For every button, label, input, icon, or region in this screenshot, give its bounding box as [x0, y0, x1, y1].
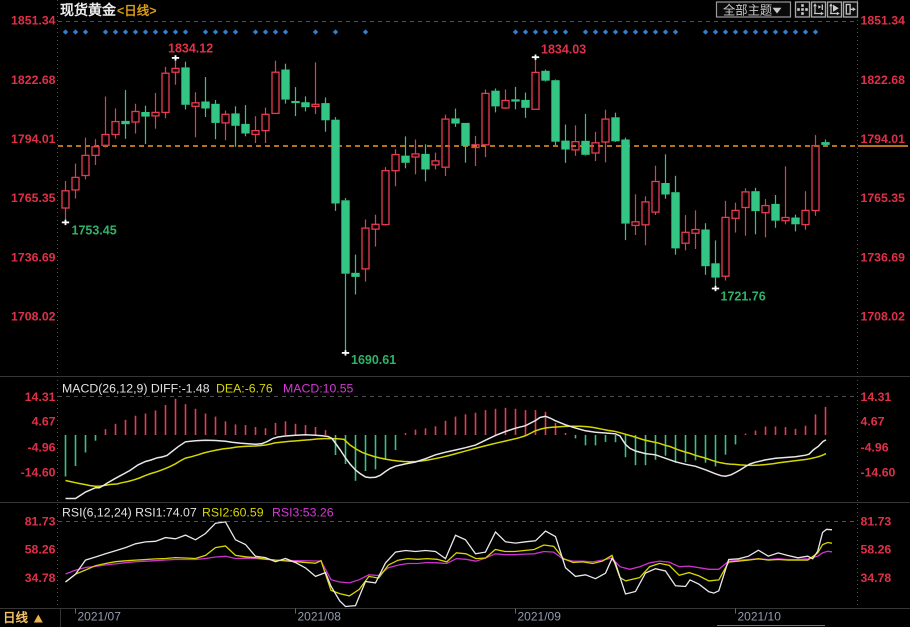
- svg-text:1753.45: 1753.45: [72, 224, 117, 238]
- svg-text:14.31: 14.31: [25, 390, 56, 404]
- svg-text:1690.61: 1690.61: [351, 353, 396, 367]
- svg-text:1708.02: 1708.02: [11, 310, 56, 324]
- svg-text:1708.02: 1708.02: [861, 310, 906, 324]
- svg-text:-14.60: -14.60: [861, 466, 896, 480]
- svg-text:4.67: 4.67: [861, 414, 885, 428]
- svg-text:1822.68: 1822.68: [861, 73, 906, 87]
- svg-text:RSI2:60.59: RSI2:60.59: [202, 506, 264, 520]
- svg-text:1851.34: 1851.34: [861, 14, 906, 28]
- svg-text:81.73: 81.73: [25, 514, 56, 528]
- svg-text:1834.03: 1834.03: [541, 43, 586, 57]
- svg-text:1736.69: 1736.69: [861, 250, 906, 264]
- svg-text:81.73: 81.73: [861, 514, 892, 528]
- svg-text:1765.35: 1765.35: [861, 191, 906, 205]
- svg-text:日线: 日线: [3, 610, 29, 625]
- svg-text:RSI3:53.26: RSI3:53.26: [272, 506, 334, 520]
- svg-text:2021/07: 2021/07: [78, 610, 122, 624]
- svg-text:14.31: 14.31: [861, 390, 892, 404]
- svg-text:DEA:-6.76: DEA:-6.76: [216, 381, 273, 395]
- svg-text:MACD:10.55: MACD:10.55: [283, 381, 354, 395]
- svg-text:1736.69: 1736.69: [11, 250, 56, 264]
- svg-text:58.26: 58.26: [861, 543, 892, 557]
- svg-text:1794.01: 1794.01: [11, 132, 56, 146]
- svg-text:1851.34: 1851.34: [11, 14, 56, 28]
- svg-text:现货黄金: 现货黄金: [60, 2, 117, 18]
- svg-text:34.78: 34.78: [861, 571, 892, 585]
- svg-text:<日线>: <日线>: [117, 3, 157, 18]
- svg-text:-4.96: -4.96: [27, 441, 55, 455]
- svg-text:2021/08: 2021/08: [298, 610, 342, 624]
- svg-text:2021/10: 2021/10: [738, 610, 782, 624]
- svg-text:1794.01: 1794.01: [861, 132, 906, 146]
- svg-text:1834.12: 1834.12: [168, 42, 213, 56]
- svg-text:MACD(26,12,9) DIFF:-1.48: MACD(26,12,9) DIFF:-1.48: [62, 381, 210, 395]
- svg-text:58.26: 58.26: [25, 543, 56, 557]
- svg-text:-14.60: -14.60: [21, 466, 56, 480]
- svg-text:1765.35: 1765.35: [11, 191, 56, 205]
- svg-text:RSI(6,12,24) RSI1:74.07: RSI(6,12,24) RSI1:74.07: [62, 506, 197, 520]
- svg-text:1721.76: 1721.76: [721, 290, 766, 304]
- svg-text:34.78: 34.78: [25, 571, 56, 585]
- svg-text:全部主题: 全部主题: [723, 2, 772, 17]
- svg-text:4.67: 4.67: [32, 414, 56, 428]
- svg-text:-4.96: -4.96: [861, 441, 889, 455]
- svg-text:1822.68: 1822.68: [11, 73, 56, 87]
- svg-text:2021/09: 2021/09: [518, 610, 562, 624]
